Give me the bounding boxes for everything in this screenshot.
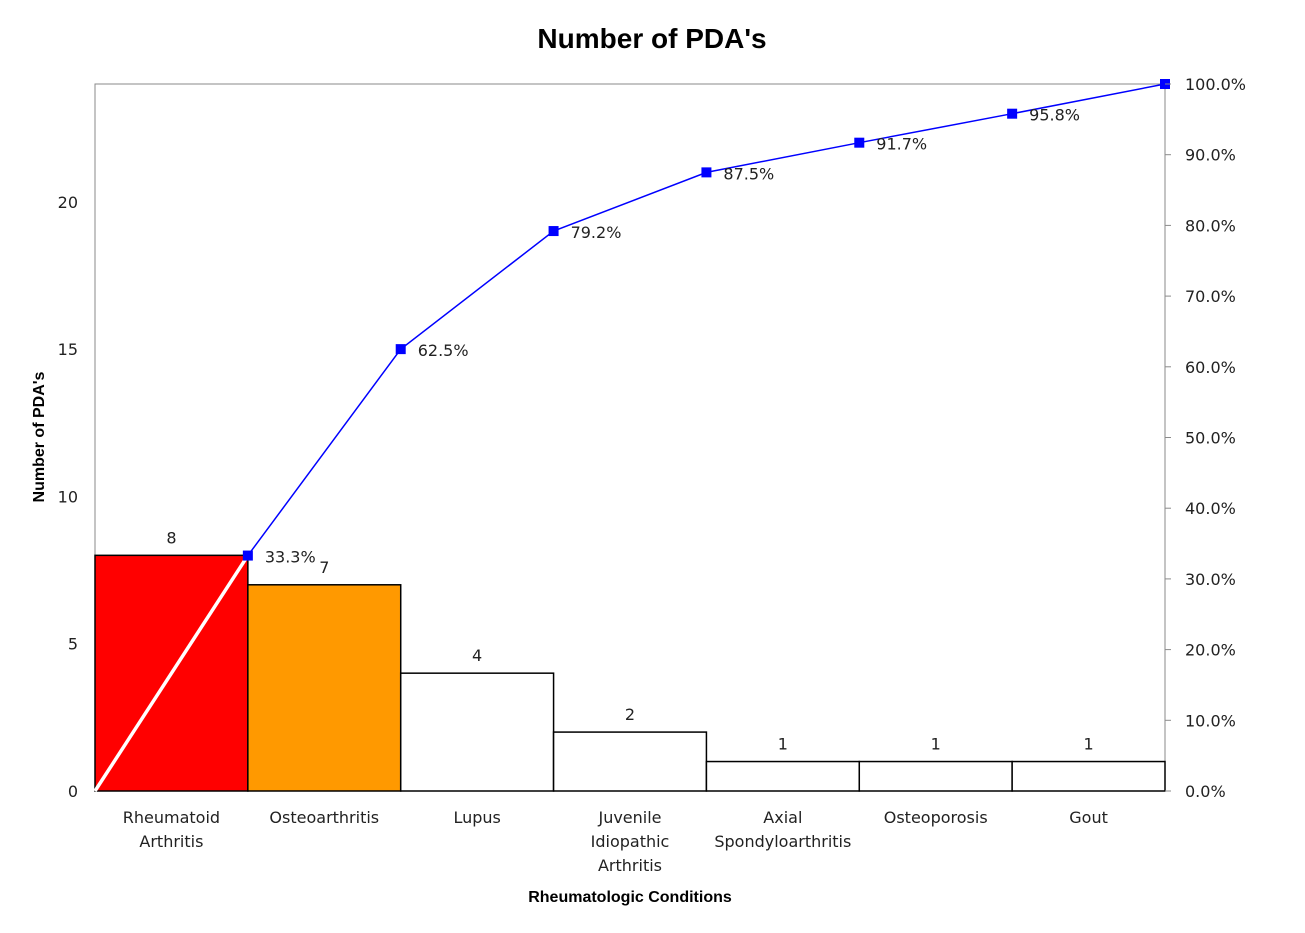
y-tick-label: 5 xyxy=(68,635,78,654)
bar-value-label-5: 1 xyxy=(931,735,941,754)
category-label-3: Idiopathic xyxy=(591,832,670,851)
bar-value-label-1: 7 xyxy=(319,558,329,577)
y2-tick-label: 60.0% xyxy=(1185,358,1236,377)
category-label-3: Juvenile xyxy=(597,808,661,827)
y2-tick-label: 50.0% xyxy=(1185,429,1236,448)
y2-tick-label: 90.0% xyxy=(1185,146,1236,165)
y2-tick-label: 10.0% xyxy=(1185,711,1236,730)
y-axis-title: Number of PDA's xyxy=(31,371,48,502)
category-label-4: Spondyloarthritis xyxy=(714,832,851,851)
bar-1 xyxy=(247,584,402,792)
category-label-1: Osteoarthritis xyxy=(269,808,379,827)
chart-title: Number of PDA's xyxy=(537,23,766,54)
cumulative-label-1: 62.5% xyxy=(418,341,469,360)
bar-value-label-2: 4 xyxy=(472,646,482,665)
cumulative-point-4 xyxy=(854,137,865,148)
cumulative-label-0: 33.3% xyxy=(265,548,316,567)
cumulative-line xyxy=(247,83,1166,557)
y2-tick-label: 70.0% xyxy=(1185,287,1236,306)
bar-2 xyxy=(399,672,555,792)
diagonal-line xyxy=(93,554,250,792)
cumulative-label-2: 79.2% xyxy=(571,223,622,242)
bar-value-label-6: 1 xyxy=(1083,735,1093,754)
y-tick-label: 20 xyxy=(58,193,78,212)
bar-value-label-3: 2 xyxy=(625,705,635,724)
y-tick-label: 10 xyxy=(58,487,78,506)
bar-5 xyxy=(858,760,1013,792)
category-label-3: Arthritis xyxy=(598,856,662,875)
category-label-5: Osteoporosis xyxy=(884,808,988,827)
cumulative-label-4: 91.7% xyxy=(876,135,927,154)
y2-tick-label: 40.0% xyxy=(1185,499,1236,518)
category-label-4: Axial xyxy=(763,808,802,827)
cumulative-point-5 xyxy=(1007,108,1018,119)
x-axis-title: Rheumatologic Conditions xyxy=(528,889,732,906)
cumulative-point-1 xyxy=(395,344,406,355)
y2-tick-label: 80.0% xyxy=(1185,216,1236,235)
bar-value-label-4: 1 xyxy=(778,735,788,754)
y2-tick-label: 100.0% xyxy=(1185,75,1246,94)
y-tick-label: 0 xyxy=(68,782,78,801)
bar-6 xyxy=(1011,760,1166,792)
y2-tick-label: 20.0% xyxy=(1185,641,1236,660)
category-label-0: Arthritis xyxy=(139,832,203,851)
bar-4 xyxy=(705,760,861,792)
cumulative-point-2 xyxy=(548,226,559,237)
cumulative-point-0 xyxy=(242,550,253,561)
bar-3 xyxy=(552,731,708,792)
plot-area: 8 7 4 2 1 1 1 33.3% 62.5% 79.2% 87.5% 91.7% 95.8% 0 5 1… xyxy=(58,75,1246,875)
bar-value-label-0: 8 xyxy=(166,528,176,547)
category-label-0: Rheumatoid xyxy=(123,808,220,827)
y-tick-label: 15 xyxy=(58,340,78,359)
cumulative-label-5: 95.8% xyxy=(1029,106,1080,125)
category-label-2: Lupus xyxy=(453,808,500,827)
y2-tick-label: 0.0% xyxy=(1185,782,1226,801)
y2-tick-label: 30.0% xyxy=(1185,570,1236,589)
category-label-6: Gout xyxy=(1069,808,1108,827)
cumulative-label-3: 87.5% xyxy=(723,164,774,183)
cumulative-point-3 xyxy=(701,167,712,178)
